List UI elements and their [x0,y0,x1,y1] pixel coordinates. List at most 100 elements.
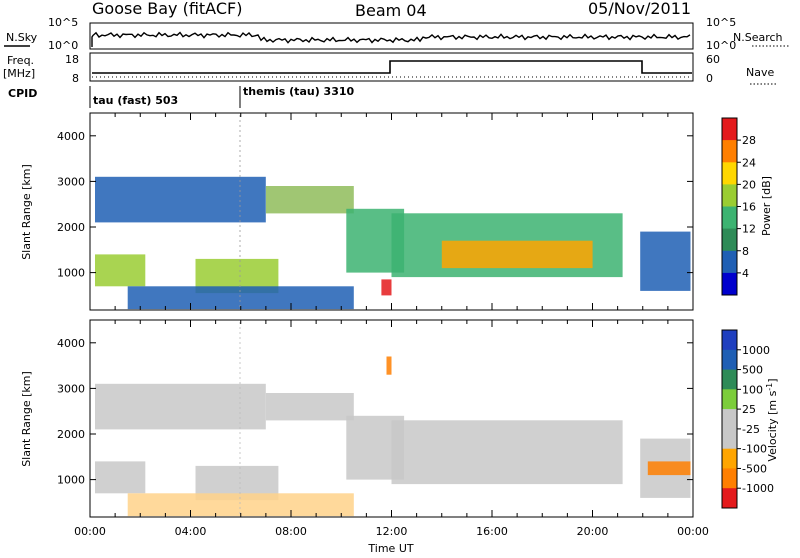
power-colorbar-cell [722,228,737,252]
freq-frame [89,52,694,82]
power-band-j [381,279,392,296]
velocity-colorbar-cell [722,409,737,430]
freq-trace [92,60,692,74]
velocity-colorbar-tick-label: 25 [742,403,756,416]
velocity-panel: 4000 3000 2000 1000 00:00 04:00 08:00 12:00 16:… [20,319,709,555]
power-ytick-label: 2000 [57,221,85,234]
noise-tick-low: 10^0 [48,39,78,52]
velocity-data-layer [95,356,691,517]
noise-frame [89,22,694,50]
cpid-label: CPID [8,87,37,100]
velocity-y-axis: 4000 3000 2000 1000 [57,337,693,487]
velocity-colorbar-cell [722,488,737,509]
velocity-ytick-label: 2000 [57,428,85,441]
power-colorbar-cell [722,184,737,207]
date-title: 05/Nov/2011 [588,0,691,18]
power-colorbar-tick-label: 12 [742,223,756,236]
nave-tick-low: 0 [706,72,713,85]
power-colorbar-tick-label: 28 [742,134,756,147]
power-colorbar-tick-label: 24 [742,156,756,169]
cpid-mode-2: themis (tau) 3310 [243,85,355,98]
velocity-colorbar-frame [721,329,738,509]
time-tick-label: 20:00 [577,525,609,538]
noise-panel: N.Sky 10^5 10^0 10^5 10^0 N.Search [4,16,790,52]
velocity-band-g [95,461,146,494]
power-colorbar-cell [722,206,737,230]
velocity-colorbar-tick-label: 500 [742,364,763,377]
freq-panel: Freq. [MHz] 18 8 60 0 Nave [3,52,776,85]
freq-unit-label: [MHz] [3,67,35,80]
velocity-colorbar-cell [722,349,737,371]
velocity-ytick-label: 1000 [57,474,85,487]
freq-label: Freq. [7,54,34,67]
power-colorbar-cell [722,140,737,163]
velocity-colorbar-cell [722,428,737,450]
velocity-colorbar-tick-label: -100 [742,443,767,456]
freq-tick-high: 18 [65,53,79,66]
time-tick-label: 08:00 [275,525,307,538]
power-y-label: Slant Range [km] [20,164,33,260]
power-ytick-label: 1000 [57,267,85,280]
velocity-colorbar-cell [722,369,737,390]
power-colorbar-cell [722,250,737,274]
velocity-colorbar: 1000 500 100 25 -25 -100 -500 -1000 Velocity [m… [721,329,779,509]
velocity-colorbar-tick-label: 100 [742,383,763,396]
velocity-colorbar-tick-label: -1000 [742,482,774,495]
velocity-band-i [127,493,354,517]
velocity-colorbar-tick-label: -500 [742,462,767,475]
velocity-y-label: Slant Range [km] [20,371,33,467]
power-colorbar-tick-label: 20 [742,178,756,191]
power-colorbar-cell [722,272,737,296]
velocity-colorbar-label: Velocity [m s-1] [765,378,779,461]
velocity-band-b [265,393,354,421]
cpid-row: CPID tau (fast) 503 themis (tau) 3310 [8,85,355,108]
nave-label: Nave [746,66,774,79]
power-colorbar-tick-label: 4 [742,267,749,280]
power-ytick-label: 4000 [57,130,85,143]
time-tick-label: 00:00 [74,525,106,538]
freq-tick-low: 8 [72,72,79,85]
velocity-band-a [95,383,266,430]
nave-tick-high: 60 [706,53,720,66]
power-colorbar-cell [722,118,737,141]
time-tick-label: 00:00 [677,525,709,538]
power-colorbar-tick-label: 8 [742,245,749,258]
noise-tick-low-right: 10^0 [706,39,736,52]
power-band-a [95,176,266,223]
power-band-g [95,254,146,287]
nsearch-label: N.Search [733,31,783,44]
power-x-ticks [89,113,694,310]
power-band-b [265,186,354,214]
station-title: Goose Bay (fitACF) [92,0,242,18]
power-colorbar-label: Power [dB] [760,176,773,236]
beam-title: Beam 04 [355,1,427,20]
velocity-ytick-label: 3000 [57,382,85,395]
power-band-i [127,286,354,310]
power-y-axis: 4000 3000 2000 1000 [57,130,693,280]
velocity-colorbar-cell [722,389,737,410]
velocity-colorbar-cell [722,330,737,351]
velocity-x-axis: 00:00 04:00 08:00 12:00 16:00 20:00 00:00 [74,320,709,538]
power-band-f [640,231,691,291]
time-tick-label: 16:00 [476,525,508,538]
velocity-colorbar-tick-label: -25 [742,423,760,436]
cpid-mode-1: tau (fast) 503 [93,94,178,107]
power-colorbar-tick-label: 16 [742,201,756,214]
velocity-band-k [647,461,691,476]
velocity-colorbar-cell [722,468,737,489]
time-axis-label: Time UT [367,542,413,554]
nsky-trace [91,31,691,47]
power-band-e [441,240,593,269]
velocity-colorbar-cell [722,448,737,469]
velocity-band-d [391,420,623,485]
power-data-layer [95,176,691,310]
power-panel: 4000 3000 2000 1000 Slant Range [km] [20,112,694,311]
power-colorbar: 28 24 20 16 12 8 4 Power [dB] [721,117,773,296]
power-ytick-label: 3000 [57,175,85,188]
time-tick-label: 12:00 [376,525,408,538]
noise-tick-high-right: 10^5 [706,16,736,29]
velocity-band-l [386,356,392,375]
noise-tick-high: 10^5 [48,16,78,29]
